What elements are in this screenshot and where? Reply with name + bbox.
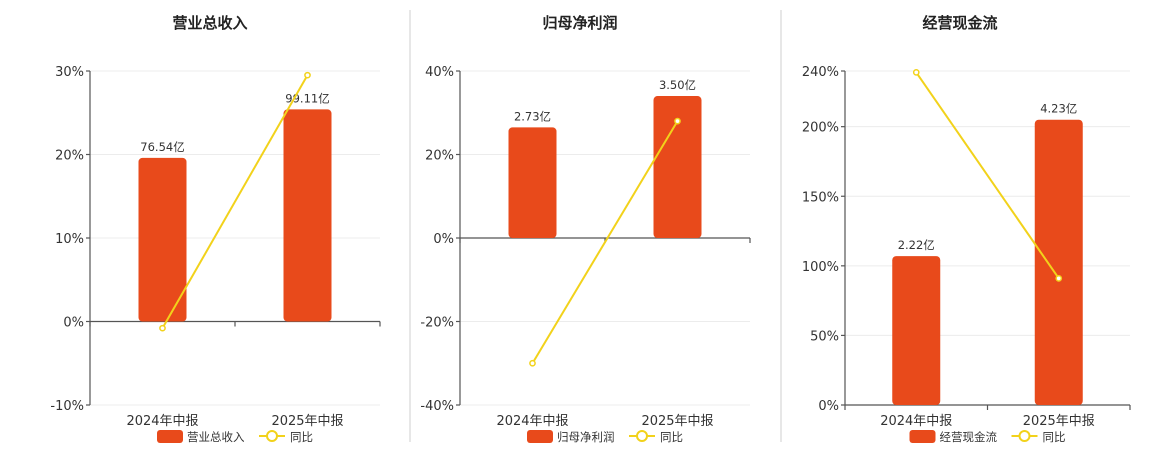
bar-data-label: 2.22亿 (898, 238, 935, 252)
bar (138, 157, 187, 322)
yoy-point (674, 117, 681, 125)
x-category-label: 2024年中报 (496, 414, 568, 429)
y-tick-label: -40% (420, 399, 454, 414)
legend-bar-label: 经营现金流 (940, 430, 998, 444)
legend-line-marker[interactable] (1018, 430, 1031, 442)
chart-title: 营业总收入 (172, 14, 247, 32)
bar (892, 256, 941, 405)
yoy-line (531, 120, 679, 364)
bar (1034, 119, 1083, 405)
bar-data-label: 76.54亿 (140, 140, 184, 154)
bar (283, 109, 332, 322)
yoy-line (915, 71, 1060, 279)
y-tick-label: 0% (63, 316, 84, 331)
legend-bar-label: 归母净利润 (557, 430, 615, 444)
y-tick-label: -10% (50, 399, 84, 414)
yoy-point (529, 359, 536, 367)
legend-line-marker[interactable] (636, 430, 648, 442)
yoy-point (1055, 275, 1063, 282)
chart-title: 归母净利润 (542, 14, 617, 32)
legend-line-label: 同比 (290, 430, 313, 444)
yoy-point (304, 71, 311, 79)
legend-bar-label: 营业总收入 (187, 430, 245, 444)
x-category-label: 2024年中报 (880, 414, 952, 429)
legend-line-label: 同比 (1043, 430, 1066, 444)
y-tick-label: 240% (802, 65, 839, 80)
yoy-point (912, 69, 920, 76)
x-category-label: 2024年中报 (126, 414, 198, 429)
bar-data-label: 4.23亿 (1040, 102, 1077, 116)
y-tick-label: 0% (433, 232, 454, 247)
y-tick-label: 50% (810, 329, 839, 344)
y-tick-label: 20% (55, 149, 84, 164)
y-tick-label: -20% (420, 316, 454, 331)
x-category-label: 2025年中报 (1023, 414, 1095, 429)
bar-data-label: 3.50亿 (659, 78, 696, 92)
bar (508, 127, 557, 238)
bar (653, 96, 702, 238)
y-tick-label: 40% (425, 65, 454, 80)
y-tick-label: 30% (55, 65, 84, 80)
legend-bar-swatch[interactable] (157, 430, 183, 443)
legend-bar-swatch[interactable] (527, 430, 553, 443)
y-tick-label: 0% (818, 399, 839, 414)
y-tick-label: 100% (802, 260, 839, 275)
yoy-point (159, 324, 166, 332)
y-tick-label: 20% (425, 149, 454, 164)
y-tick-label: 10% (55, 232, 84, 247)
y-tick-label: 200% (802, 121, 839, 136)
legend-bar-swatch[interactable] (909, 430, 936, 443)
legend-line-label: 同比 (660, 430, 683, 444)
yoy-line (161, 74, 309, 329)
y-tick-label: 150% (802, 190, 839, 205)
chart-title: 经营现金流 (922, 14, 997, 32)
bar-data-label: 2.73亿 (514, 109, 551, 123)
x-category-label: 2025年中报 (271, 414, 343, 429)
x-category-label: 2025年中报 (641, 414, 713, 429)
legend-line-marker[interactable] (266, 430, 278, 442)
